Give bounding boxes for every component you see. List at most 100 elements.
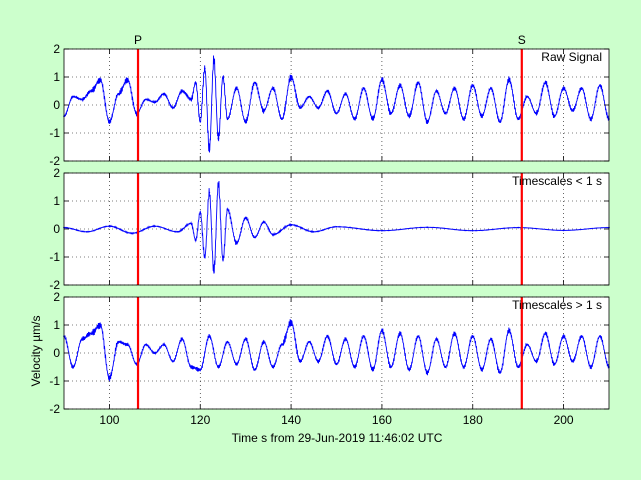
signal-point xyxy=(299,107,301,109)
y-tick-label: 0 xyxy=(53,222,60,236)
y-tick-label: -2 xyxy=(49,278,60,292)
signal-point xyxy=(562,87,565,89)
signal-point xyxy=(108,121,111,123)
signal-point xyxy=(426,121,429,123)
signal-point xyxy=(471,84,474,87)
y-tick-label: 0 xyxy=(53,346,60,360)
signal-point xyxy=(517,366,519,368)
signal-point xyxy=(217,137,220,140)
panel-title: Timescales < 1 s xyxy=(512,174,602,188)
signal-point xyxy=(453,332,456,335)
signal-point xyxy=(517,226,519,229)
y-tick-label: 2 xyxy=(53,166,60,180)
signal-point xyxy=(126,343,129,346)
signal-point xyxy=(308,341,311,343)
signal-point xyxy=(272,87,274,89)
signal-point xyxy=(317,107,320,109)
panel-title: Raw Signal xyxy=(541,50,602,64)
signal-point xyxy=(108,225,111,227)
panel-2: -2 -1 0 1 2 Timescales < 1 s xyxy=(49,166,610,292)
signal-point xyxy=(208,149,211,151)
signal-point xyxy=(154,101,156,103)
x-tick-label: 100 xyxy=(99,413,119,427)
signal-point xyxy=(490,338,492,340)
signal-point xyxy=(444,112,447,115)
signal-point xyxy=(471,335,474,338)
signal-point xyxy=(203,256,206,258)
x-tick-label: 200 xyxy=(554,413,574,427)
phase-marker-label: S xyxy=(518,33,526,47)
signal-point xyxy=(199,121,202,123)
signal-point xyxy=(408,115,410,117)
signal-point xyxy=(222,76,224,78)
y-tick-label: 1 xyxy=(53,70,60,84)
signal-point xyxy=(335,112,338,115)
y-tick-label: 1 xyxy=(53,194,60,208)
signal-point xyxy=(381,229,383,232)
signal-point xyxy=(126,79,129,81)
signal-point xyxy=(199,369,202,371)
signal-point xyxy=(381,329,383,332)
y-tick-label: 2 xyxy=(53,290,60,304)
signal-point xyxy=(499,121,501,123)
signal-point xyxy=(244,121,247,123)
y-axis-label: Velocity µm/s xyxy=(29,316,43,387)
signal-point xyxy=(85,231,88,233)
signal-point xyxy=(571,109,574,112)
signal-point xyxy=(253,369,256,371)
signal-point xyxy=(444,366,447,368)
signal-point xyxy=(194,239,197,241)
signal-point xyxy=(435,338,438,340)
signal-point xyxy=(172,107,174,109)
signal-point xyxy=(526,95,529,98)
signal-point xyxy=(535,360,538,363)
signal-point xyxy=(290,224,292,226)
signal-point xyxy=(99,324,102,326)
signal-point xyxy=(580,87,583,89)
signal-point xyxy=(213,270,215,272)
signal-point xyxy=(462,118,465,120)
signal-point xyxy=(194,81,197,84)
signal-point xyxy=(544,81,547,84)
signal-point xyxy=(253,81,256,84)
signal-point xyxy=(235,242,238,244)
signal-point xyxy=(272,233,274,236)
signal-point xyxy=(353,118,356,120)
x-axis-label: Time s from 29-Jun-2019 11:46:02 UTC xyxy=(232,431,443,445)
signal-point xyxy=(117,93,120,95)
panel-1: P S -2 -1 0 1 2 Raw Signal xyxy=(49,33,610,168)
signal-point xyxy=(399,332,401,335)
signal-point xyxy=(353,366,356,368)
y-tick-label: -1 xyxy=(49,374,60,388)
signal-point xyxy=(154,225,156,227)
signal-point xyxy=(144,343,147,346)
panels: P S -2 -1 0 1 2 Raw Signal -2 -1 0 1 2 Timescales < 1… xyxy=(49,33,610,427)
signal-point xyxy=(281,343,283,346)
signal-point xyxy=(417,335,420,338)
signal-point xyxy=(517,118,519,120)
signal-point xyxy=(317,360,320,363)
signal-point xyxy=(290,76,292,78)
signal-point xyxy=(335,225,338,228)
signal-point xyxy=(372,118,374,120)
signal-point xyxy=(372,369,374,371)
x-tick-label: 180 xyxy=(463,413,483,427)
signal-point xyxy=(590,118,592,120)
signal-point xyxy=(131,232,133,234)
signal-point xyxy=(213,59,215,61)
signal-point xyxy=(81,98,83,101)
signal-point xyxy=(81,338,83,340)
signal-point xyxy=(362,87,365,89)
signal-point xyxy=(553,363,556,366)
signal-point xyxy=(99,79,102,81)
signal-point xyxy=(72,366,74,368)
signal-point xyxy=(390,366,392,368)
signal-point xyxy=(226,208,229,211)
signal-point xyxy=(481,115,483,117)
signal-point xyxy=(244,338,247,340)
signal-point xyxy=(172,360,174,363)
signal-point xyxy=(453,87,456,89)
signal-point xyxy=(90,90,93,92)
signal-point xyxy=(426,226,429,229)
